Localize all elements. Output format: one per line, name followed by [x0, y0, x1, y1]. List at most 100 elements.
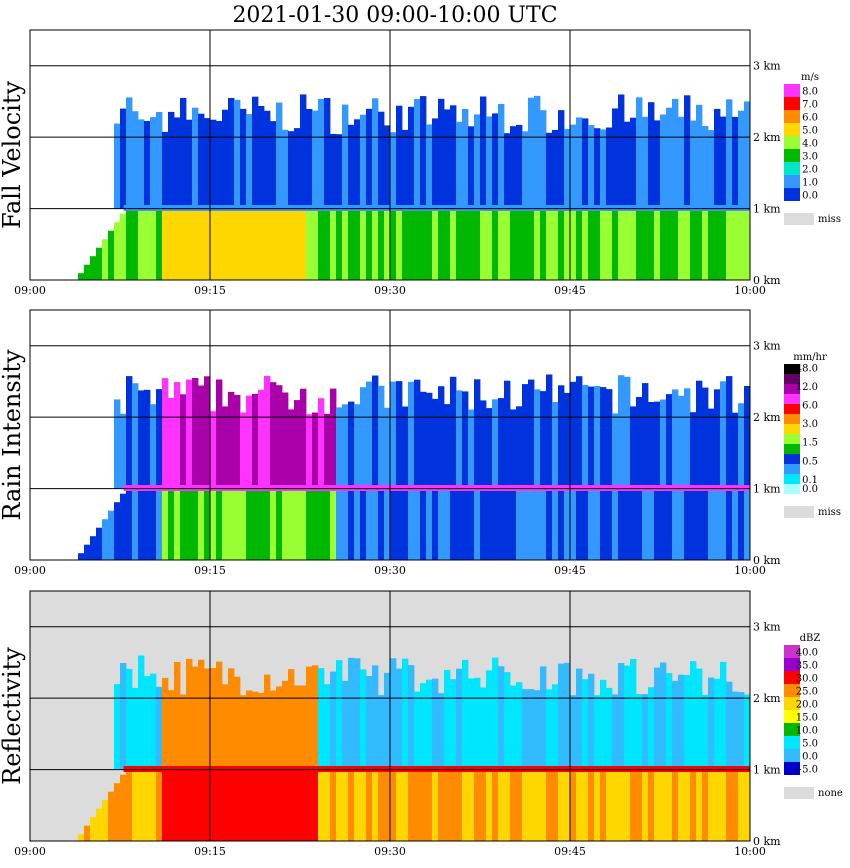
field-strip-snow: [210, 411, 217, 489]
field-strip-rain: [486, 208, 493, 280]
field-strip-snow: [456, 390, 463, 489]
colorbar-missing-label: miss: [818, 214, 841, 225]
field-strip-snow: [348, 657, 355, 770]
field-strip-rain: [558, 769, 565, 841]
field-strip-snow: [570, 695, 577, 770]
field-strip-rain: [738, 769, 745, 841]
field-strip-rain: [192, 208, 199, 280]
field-strip-snow: [126, 97, 133, 209]
field-strip-snow: [126, 376, 133, 489]
field-strip-rain: [156, 769, 163, 841]
field-strip-rain: [474, 769, 481, 841]
colorbar-swatch: [784, 404, 800, 414]
y-tick-label: 0 km: [753, 274, 781, 287]
field-strip-snow: [294, 128, 301, 209]
field-strip-snow: [174, 382, 181, 489]
field-strip-rain: [474, 488, 481, 560]
field-strip-snow: [498, 666, 505, 770]
field-strip-rain: [588, 208, 595, 280]
field-strip-rain: [630, 488, 637, 560]
field-strip-snow: [228, 98, 235, 209]
field-strip-rain: [426, 769, 433, 841]
field-strip-snow: [312, 665, 319, 770]
field-strip-snow: [606, 127, 613, 209]
field-strip-snow: [360, 114, 367, 209]
field-strip-snow: [606, 687, 613, 770]
field-strip-snow: [714, 108, 721, 209]
field-strip-snow: [558, 110, 565, 209]
field-strip-rain: [480, 769, 487, 841]
field-strip-snow: [306, 666, 313, 770]
field-strip-rain: [282, 208, 289, 280]
field-strip-rain: [162, 488, 169, 560]
field-strip-rain: [552, 769, 559, 841]
field-strip-rain: [408, 488, 415, 560]
x-tick-label: 09:15: [194, 564, 226, 577]
colorbar-swatch: [784, 710, 800, 723]
field-strip-snow: [318, 398, 325, 489]
field-strip-snow: [114, 684, 121, 770]
field-strip-snow: [528, 379, 535, 489]
field-strip-rain: [114, 783, 121, 841]
field-strip-rain: [102, 239, 109, 280]
field-strip-snow: [396, 668, 403, 770]
colorbar-label: 2.0: [802, 164, 818, 175]
field-strip-rain: [396, 488, 403, 560]
field-strip-snow: [546, 374, 553, 489]
field-strip-rain: [666, 769, 673, 841]
field-strip-snow: [270, 382, 277, 489]
field-strip-rain: [108, 230, 115, 280]
colorbar-unit: mm/hr: [793, 352, 827, 363]
field-strip-rain: [372, 488, 379, 560]
field-strip-rain: [288, 488, 295, 560]
field-strip-rain: [672, 769, 679, 841]
field-strip-rain: [180, 769, 187, 841]
field-strip-rain: [528, 488, 535, 560]
field-strip-snow: [120, 413, 127, 489]
colorbar-label: 0.5: [802, 456, 818, 467]
field-strip-rain: [492, 488, 499, 560]
field-strip-rain: [594, 208, 601, 280]
field-strip-snow: [414, 379, 421, 489]
colorbar-swatch: [784, 749, 800, 762]
colorbar-label: 15.0: [796, 712, 818, 723]
field-strip-snow: [486, 408, 493, 489]
colorbar-label: 0.0: [802, 484, 818, 495]
field-strip-snow: [696, 668, 703, 770]
colorbar-label: 1.5: [802, 438, 818, 449]
y-axis-label: Reflectivity: [0, 647, 26, 785]
field-strip-snow: [462, 109, 469, 209]
field-strip-rain: [690, 208, 697, 280]
colorbar-missing-label: none: [818, 788, 843, 799]
field-strip-snow: [552, 402, 559, 489]
field-strip-rain: [408, 208, 415, 280]
field-strip-rain: [510, 769, 517, 841]
field-strip-rain: [258, 208, 265, 280]
field-strip-snow: [540, 110, 547, 209]
field-strip-rain: [480, 488, 487, 560]
field-strip-rain: [606, 208, 613, 280]
field-strip-rain: [618, 488, 625, 560]
field-strip-snow: [720, 116, 727, 209]
field-strip-rain: [264, 769, 271, 841]
field-strip-snow: [516, 406, 523, 489]
field-strip-rain: [330, 488, 337, 560]
field-strip-snow: [360, 387, 367, 489]
field-strip-snow: [138, 390, 145, 489]
field-strip-snow: [192, 107, 199, 209]
field-strip-rain: [228, 769, 235, 841]
field-strip-snow: [420, 683, 427, 770]
field-strip-snow: [576, 117, 583, 209]
field-strip-rain: [318, 769, 325, 841]
field-strip-snow: [654, 667, 661, 770]
field-strip-rain: [384, 208, 391, 280]
field-strip-snow: [198, 385, 205, 489]
field-strip-snow: [432, 678, 439, 770]
field-strip-snow: [678, 116, 685, 209]
field-strip-snow: [204, 376, 211, 489]
field-strip-rain: [84, 264, 91, 280]
field-strip-snow: [504, 133, 511, 209]
field-strip-snow: [348, 401, 355, 489]
field-strip-snow: [384, 407, 391, 489]
x-tick-label: 09:00: [14, 845, 46, 858]
